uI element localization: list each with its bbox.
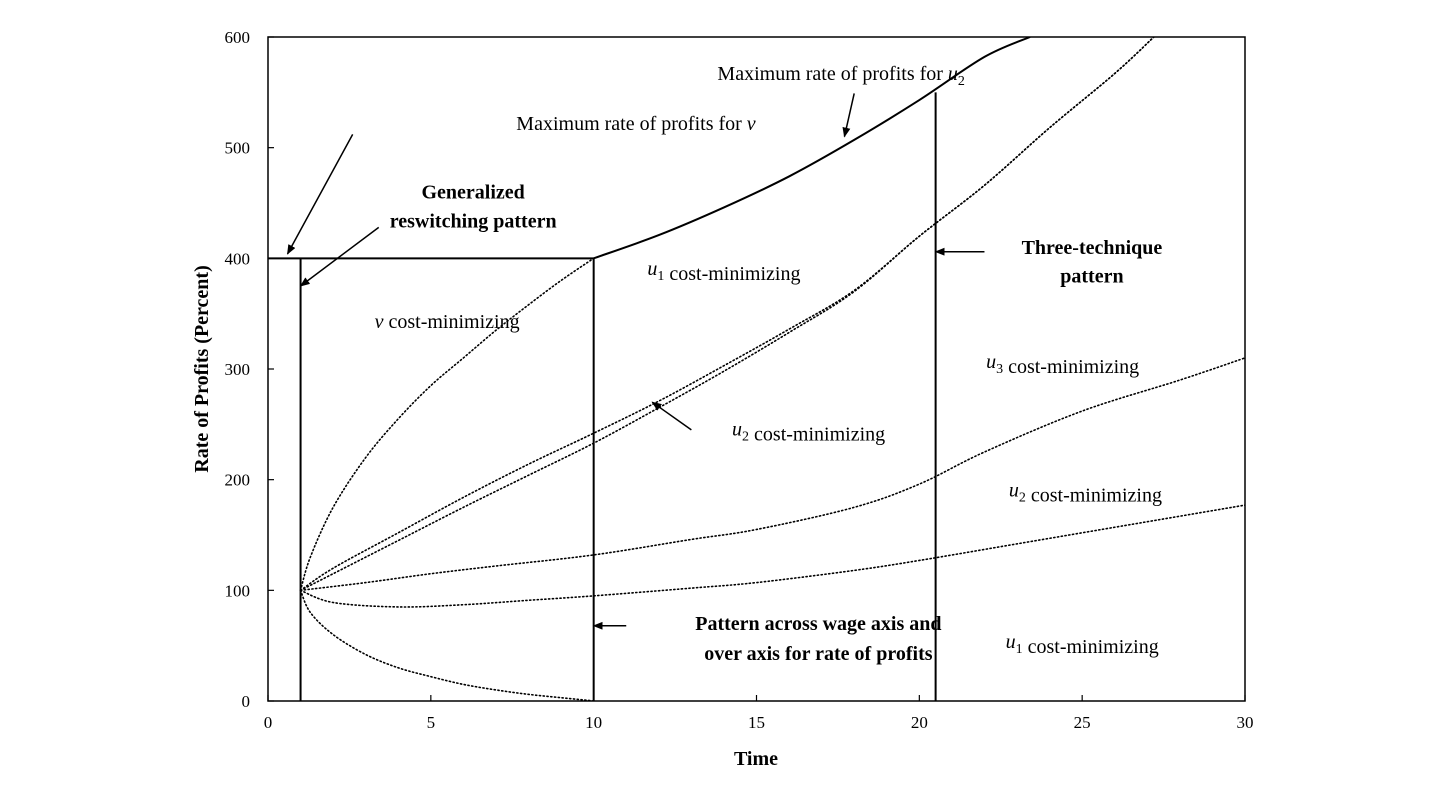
data-series-group	[268, 37, 1245, 701]
annotation-arrow-0	[842, 93, 855, 138]
annotation-three-1: Three-technique	[1022, 237, 1163, 259]
annotation-arrow-2	[299, 226, 380, 287]
annotation-pattern-1: Pattern across wage axis and	[695, 613, 941, 635]
x-tick-label: 0	[264, 713, 273, 732]
annotations-group: Maximum rate of profits for u2 Maximum ra…	[375, 63, 1163, 665]
y-tick-label: 300	[225, 360, 251, 379]
x-axis-title: Time	[734, 748, 778, 770]
boundary-lines-group	[299, 92, 937, 701]
profit-curve-dotted-5	[299, 504, 1245, 608]
annotation-three-2: pattern	[1060, 266, 1123, 288]
y-tick-label: 600	[225, 28, 251, 47]
profit-curve-dotted-1	[299, 257, 595, 592]
annotation-arrow-1	[286, 134, 354, 255]
y-tick-label: 100	[225, 581, 251, 600]
annotation-gen-1: Generalized	[422, 182, 525, 204]
y-tick-label: 200	[225, 471, 251, 490]
profit-curve-dotted-3	[299, 37, 1155, 592]
max-rate-of-profits-line	[268, 37, 1031, 260]
profit-curve-dotted-4	[299, 357, 1245, 592]
y-tick-label: 400	[225, 249, 251, 268]
x-tick-label: 15	[748, 713, 765, 732]
y-tick-label: 0	[242, 692, 251, 711]
annotation-pattern-2: over axis for rate of profits	[704, 643, 932, 665]
x-tick-label: 10	[585, 713, 602, 732]
annotation-max-v: Maximum rate of profits for v	[516, 113, 756, 135]
annotation-v-cost: v cost-minimizing	[375, 311, 520, 333]
annotation-arrow-4	[651, 401, 692, 431]
annotation-arrows-group	[286, 93, 985, 630]
annotation-u1-cost-top: u1 cost-minimizing	[647, 258, 800, 285]
profit-curve-dotted-6	[299, 589, 595, 701]
x-tick-label: 25	[1074, 713, 1091, 732]
y-tick-label: 500	[225, 139, 251, 158]
x-tick-label: 5	[427, 713, 436, 732]
annotation-u2-cost-right: u2 cost-minimizing	[1009, 479, 1162, 506]
x-tick-label: 30	[1237, 713, 1254, 732]
annotation-u2-cost-mid: u2 cost-minimizing	[732, 418, 885, 445]
annotation-u3-cost: u3 cost-minimizing	[986, 351, 1139, 378]
y-axis-title: Rate of Profits (Percent)	[191, 265, 213, 473]
annotation-u1-cost-bottom: u1 cost-minimizing	[1006, 631, 1159, 658]
x-tick-label: 20	[911, 713, 928, 732]
annotation-max-u2: Maximum rate of profits for u2	[717, 63, 965, 89]
annotation-gen-2: reswitching pattern	[390, 210, 557, 232]
